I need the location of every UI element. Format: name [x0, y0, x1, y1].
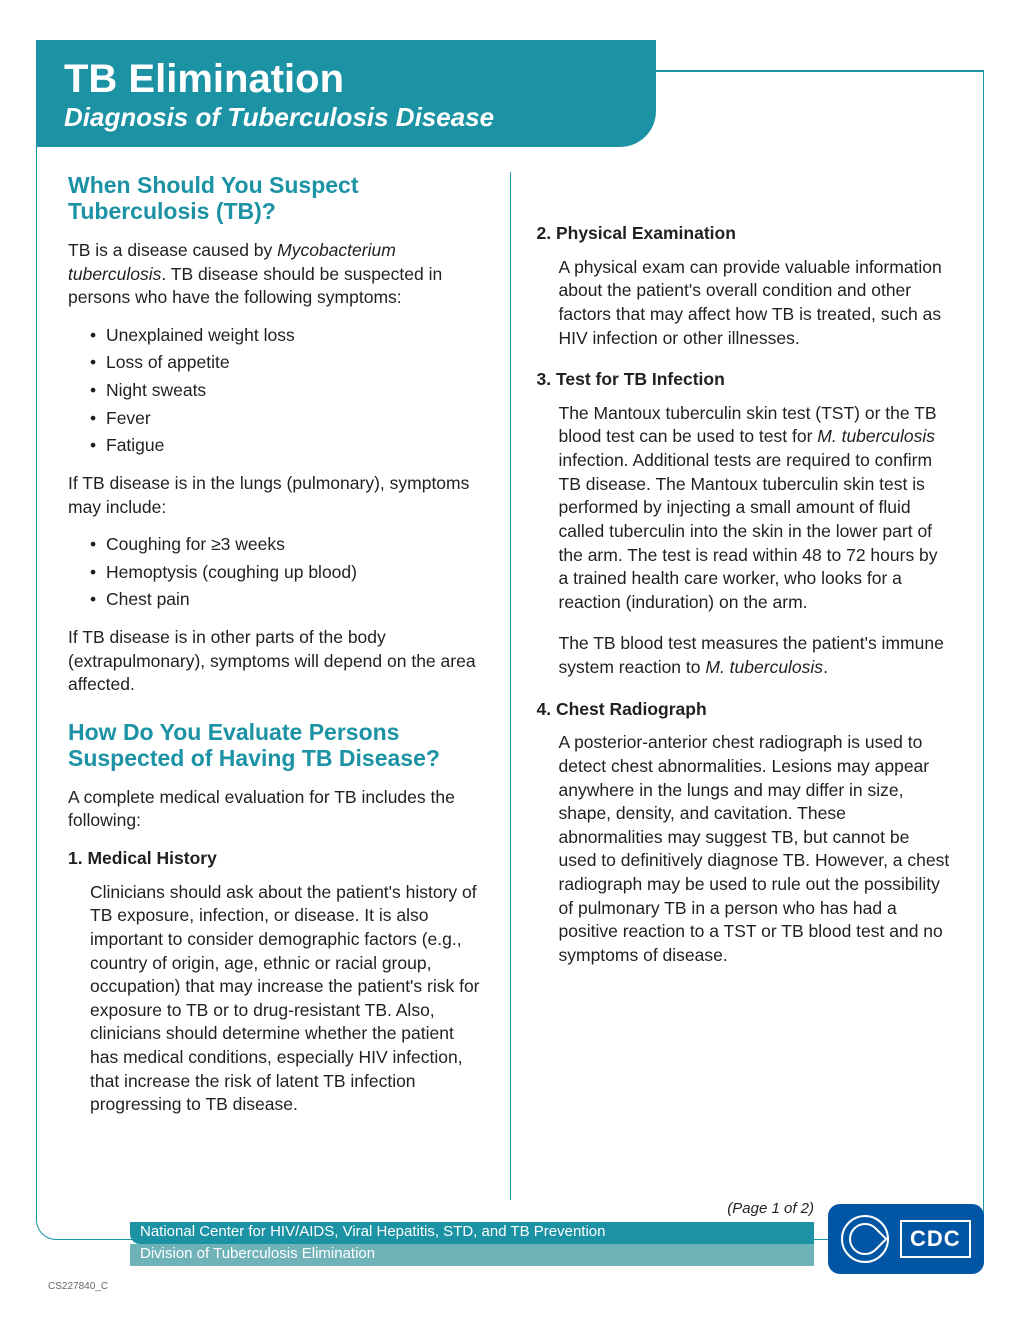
- list-item: Coughing for ≥3 weeks: [106, 533, 484, 557]
- column-left: When Should You Suspect Tuberculosis (TB…: [68, 172, 511, 1200]
- title-main: TB Elimination: [64, 58, 628, 100]
- item-heading: 2. Physical Examination: [537, 222, 953, 246]
- page-number: (Page 1 of 2): [727, 1200, 814, 1217]
- content-area: When Should You Suspect Tuberculosis (TB…: [68, 172, 952, 1200]
- title-subtitle: Diagnosis of Tuberculosis Disease: [64, 102, 628, 133]
- list-item: Hemoptysis (coughing up blood): [106, 561, 484, 585]
- intro-paragraph: TB is a disease caused by Mycobacterium …: [68, 239, 484, 310]
- footer: (Page 1 of 2) National Center for HIV/AI…: [80, 1208, 984, 1272]
- evaluation-intro: A complete medical evaluation for TB inc…: [68, 786, 484, 833]
- item-body: The Mantoux tuberculin skin test (TST) o…: [537, 402, 953, 615]
- list-item: Chest pain: [106, 588, 484, 612]
- document-id: CS227840_C: [48, 1281, 108, 1292]
- item-body: The TB blood test measures the patient's…: [537, 632, 953, 679]
- list-item: Night sweats: [106, 379, 484, 403]
- footer-bar-primary: National Center for HIV/AIDS, Viral Hepa…: [130, 1222, 814, 1244]
- pulmonary-intro: If TB disease is in the lungs (pulmonary…: [68, 472, 484, 519]
- item-heading: 4. Chest Radiograph: [537, 698, 953, 722]
- footer-bar-secondary: Division of Tuberculosis Elimination: [130, 1244, 814, 1266]
- list-item: Unexplained weight loss: [106, 324, 484, 348]
- cdc-wordmark: CDC: [900, 1220, 971, 1258]
- section-heading: How Do You Evaluate Persons Suspected of…: [68, 719, 484, 772]
- list-item: Fatigue: [106, 434, 484, 458]
- item3b-text-b: .: [823, 657, 828, 677]
- column-right: 2. Physical Examination A physical exam …: [511, 172, 953, 1200]
- item-heading: 3. Test for TB Infection: [537, 368, 953, 392]
- list-item: Fever: [106, 407, 484, 431]
- item-body: A posterior-anterior chest radiograph is…: [537, 731, 953, 967]
- item-body: A physical exam can provide valuable inf…: [537, 256, 953, 351]
- item3b-italic: M. tuberculosis: [705, 657, 823, 677]
- extrapulmonary-text: If TB disease is in other parts of the b…: [68, 626, 484, 697]
- item3-italic: M. tuberculosis: [817, 426, 935, 446]
- item-heading: 1. Medical History: [68, 847, 484, 871]
- section-heading: When Should You Suspect Tuberculosis (TB…: [68, 172, 484, 225]
- list-item: Loss of appetite: [106, 351, 484, 375]
- pulmonary-list: Coughing for ≥3 weeks Hemoptysis (coughi…: [68, 533, 484, 612]
- cdc-logo-box: CDC: [828, 1204, 984, 1274]
- hhs-seal-icon: [841, 1215, 889, 1263]
- intro-text-a: TB is a disease caused by: [68, 240, 277, 260]
- document-header: TB Elimination Diagnosis of Tuberculosis…: [36, 40, 656, 147]
- item3-text-b: infection. Additional tests are required…: [559, 450, 938, 612]
- item-body: Clinicians should ask about the patient'…: [68, 881, 484, 1117]
- symptoms-list: Unexplained weight loss Loss of appetite…: [68, 324, 484, 458]
